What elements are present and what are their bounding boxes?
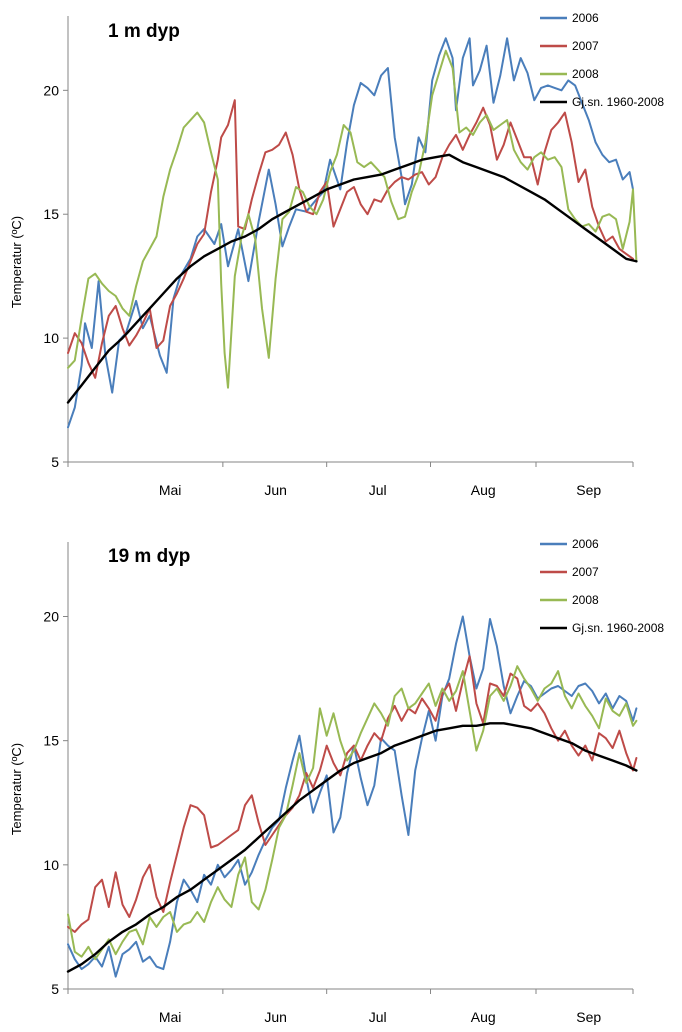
y-axis-label: Temperatur (ºC) (9, 743, 24, 835)
x-tick-label: Jul (369, 482, 387, 498)
chart-title: 1 m dyp (108, 21, 180, 42)
x-tick-label: Jun (264, 482, 287, 498)
legend-label: 2007 (572, 565, 599, 579)
series-line-2006 (67, 37, 634, 429)
y-tick-label: 20 (43, 609, 59, 625)
legend-label: 2008 (572, 67, 599, 81)
series-line-2008 (67, 665, 638, 961)
y-tick-label: 5 (51, 454, 59, 470)
legend-label: 2006 (572, 537, 599, 551)
legend-label: 2006 (572, 11, 599, 25)
x-tick-label: Aug (471, 482, 496, 498)
x-tick-label: Jun (264, 1009, 287, 1025)
x-tick-label: Sep (576, 1009, 601, 1025)
x-tick-label: Mai (159, 482, 182, 498)
series-line-gj-sn-1960-2008 (66, 722, 638, 973)
legend-label: Gj.sn. 1960-2008 (572, 621, 664, 635)
y-axis-label: Temperatur (ºC) (9, 216, 24, 308)
y-tick-label: 10 (43, 330, 59, 346)
y-tick-label: 5 (51, 981, 59, 997)
series-line-2007 (67, 655, 638, 933)
x-tick-label: Sep (576, 482, 601, 498)
series-line-2008 (67, 49, 638, 389)
y-tick-label: 20 (43, 82, 59, 98)
chart-title: 19 m dyp (108, 546, 190, 567)
legend-label: 2007 (572, 39, 599, 53)
y-tick-label: 10 (43, 857, 59, 873)
legend-label: Gj.sn. 1960-2008 (572, 95, 664, 109)
series-line-gj-sn-1960-2008 (66, 153, 638, 404)
y-tick-label: 15 (43, 206, 59, 222)
chart-panel-1: 5 10 15 20 Mai Jun Jul Aug Sep Temperatur (ºC) 1 m… (9, 11, 664, 498)
series-line-2007 (67, 99, 634, 379)
x-tick-label: Mai (159, 1009, 182, 1025)
y-tick-label: 15 (43, 733, 59, 749)
legend-label: 2008 (572, 593, 599, 607)
x-tick-label: Jul (369, 1009, 387, 1025)
chart-panel-2: 5 10 15 20 Mai Jun Jul Aug Sep Temperatur (ºC) 19 … (9, 537, 664, 1025)
x-tick-label: Aug (471, 1009, 496, 1025)
